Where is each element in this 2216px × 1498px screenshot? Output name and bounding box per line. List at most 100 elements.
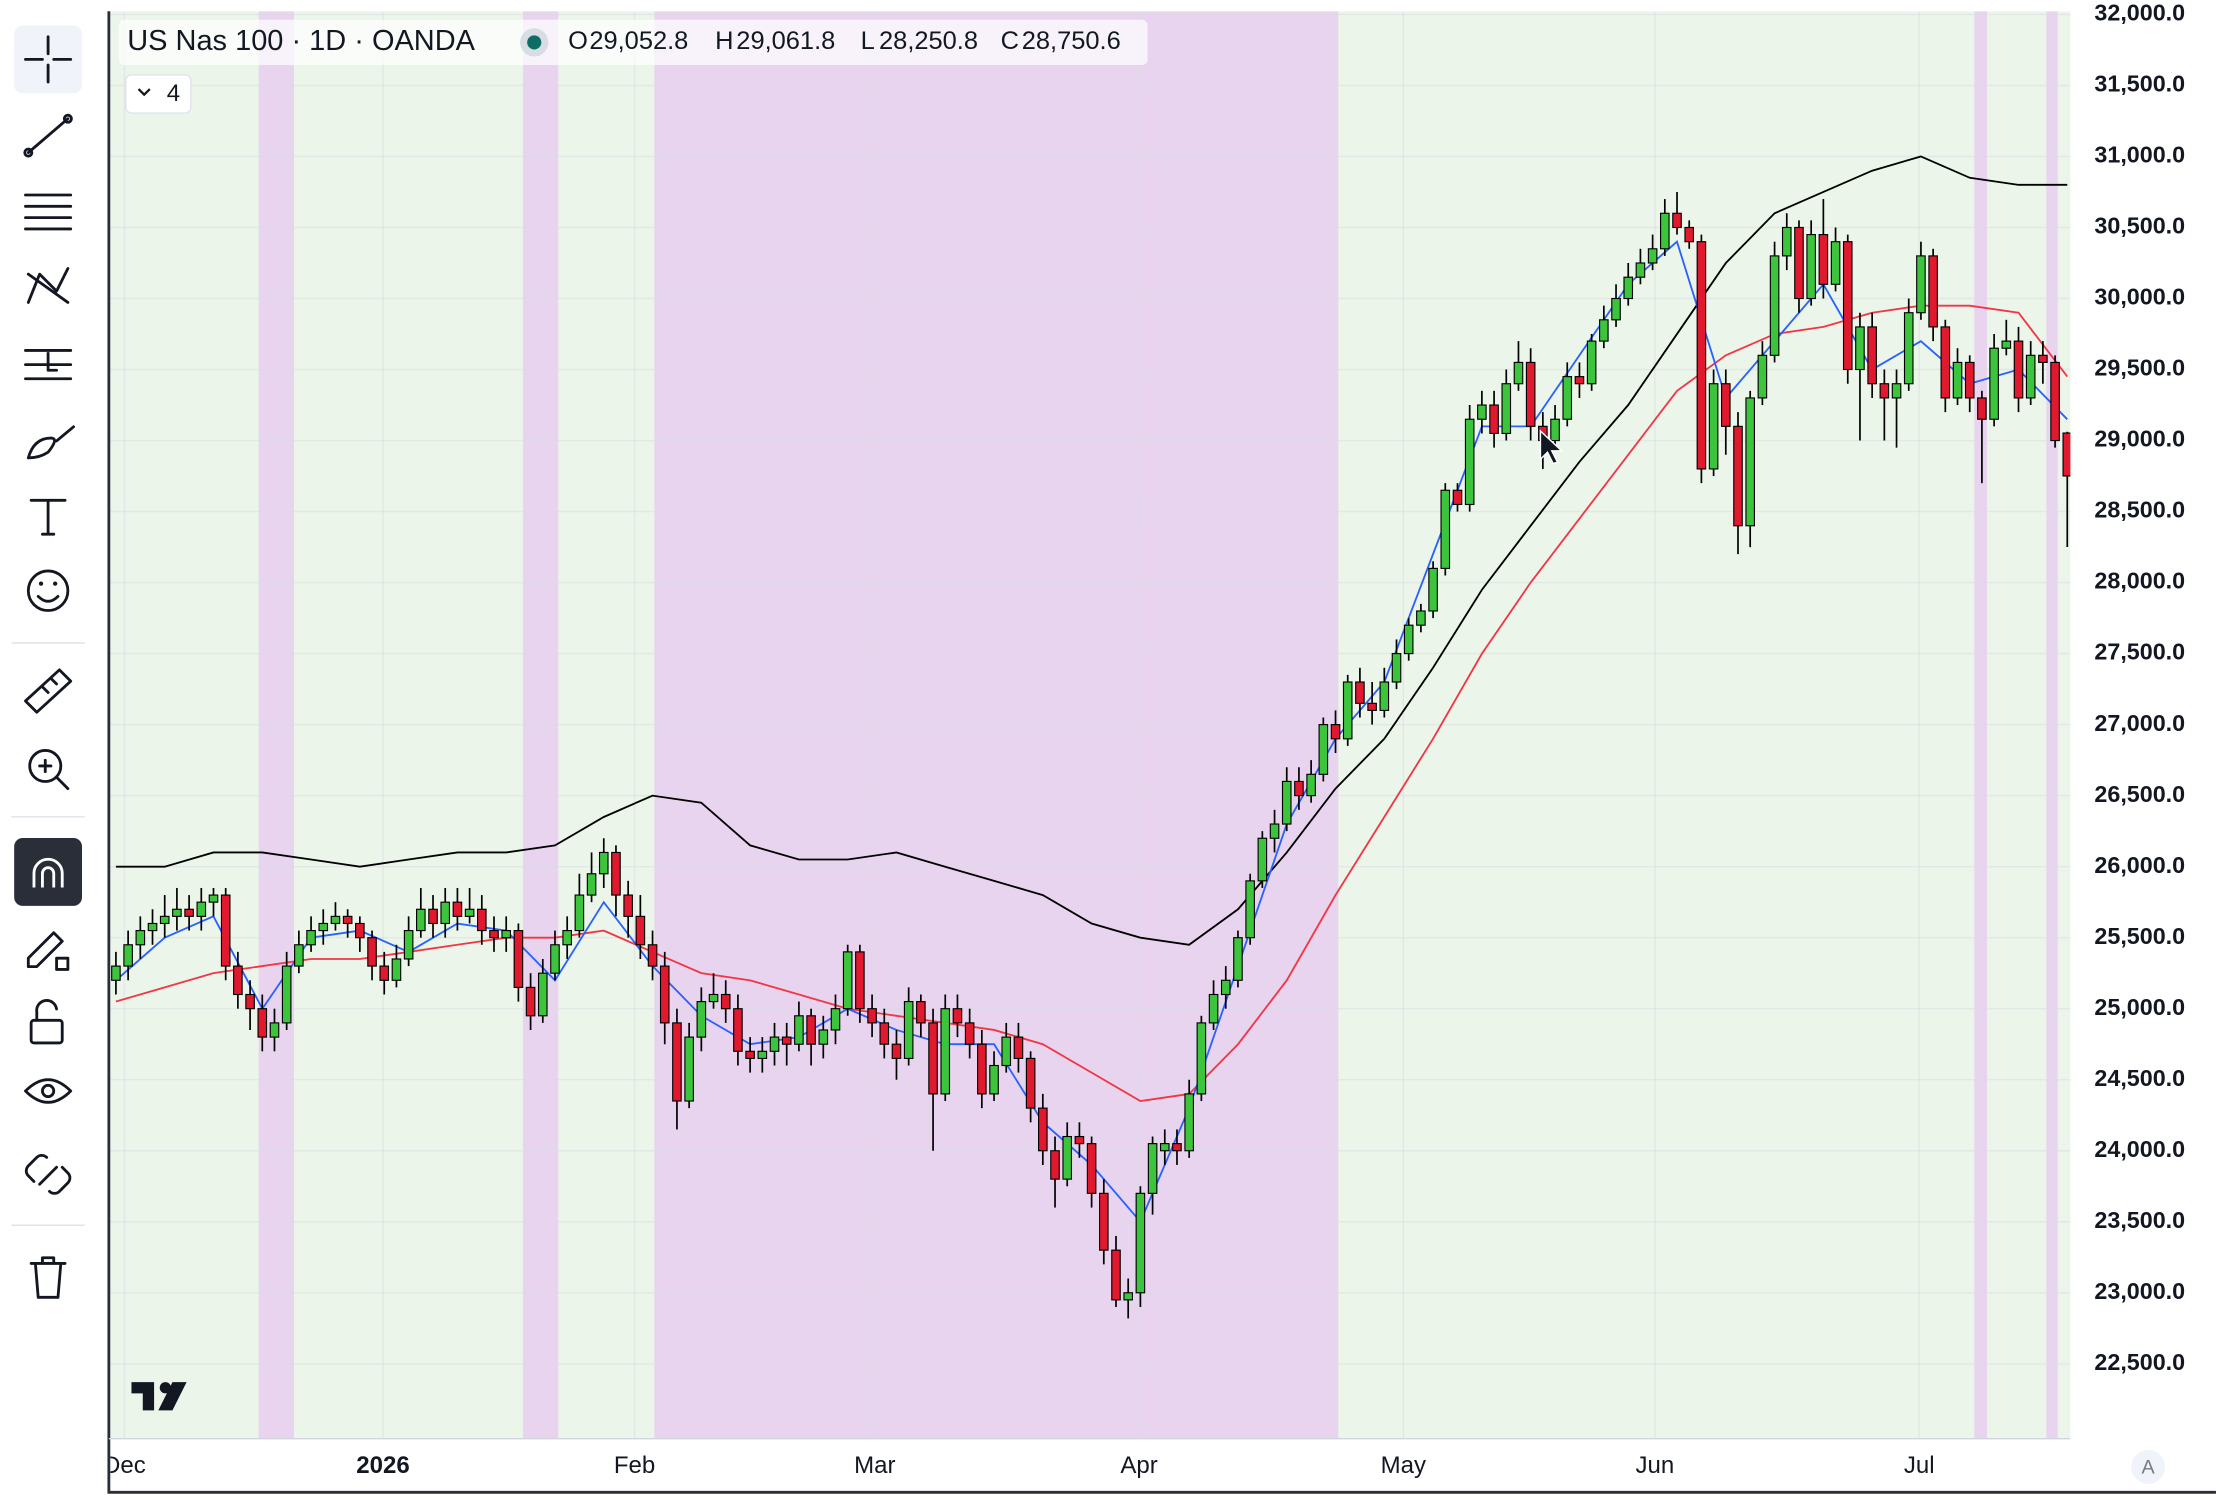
candle-body [1111,1249,1121,1301]
candle-body [562,930,572,946]
candle-body [1208,993,1219,1024]
candle-body [1562,376,1573,420]
candle-body [879,1022,890,1045]
tool-delete[interactable] [29,1256,67,1299]
tool-zoom[interactable] [28,749,63,783]
candle-body [208,894,219,903]
candle-body [403,930,414,960]
tool-emoji[interactable] [26,569,70,612]
candle-body [2038,354,2048,363]
tool-crosshair[interactable] [14,25,83,94]
indicators-toggle[interactable] [125,74,192,114]
candle-body [733,1008,743,1052]
x-tick-label: Jul [1904,1452,1935,1479]
candle-body [769,1036,780,1052]
tool-text[interactable] [29,498,67,536]
candle-body [1818,234,1829,285]
candle-body [1855,326,1865,371]
candle-body [1306,773,1316,797]
candle-body [1440,489,1451,569]
auto-scale-button[interactable] [2131,1449,2166,1484]
candle-body [1367,702,1377,711]
plot [111,155,2071,1319]
price-axis: 22,500.0 23,000.0 23,500.0 24,000.0 24,500.0… [2094,0,2185,1375]
candle-body [1123,1292,1133,1301]
tool-ruler[interactable] [24,668,73,714]
candle-body [2062,432,2071,477]
candle-body [1708,383,1719,470]
candle-body [708,993,719,1003]
candle-body [1867,326,1877,385]
candle-body [1806,234,1816,300]
candle-body [220,894,231,967]
candle-body [1501,383,1512,435]
candle-body [245,993,255,1010]
y-tick-label: 25,000.0 [2094,994,2185,1020]
candle-body [1586,340,1597,385]
icon [24,35,73,84]
low-value: 28,250.8 [879,27,978,55]
tool-pattern[interactable] [26,267,70,304]
x-tick-label: 2026 [356,1452,409,1479]
candle-body [1830,241,1841,285]
tool-link[interactable] [24,1154,72,1195]
candle-body [330,915,341,925]
candle-body [2025,354,2036,399]
candle-body [452,901,463,917]
candle-body [111,965,121,981]
candle-body [416,908,426,932]
x-tick-label: Dec [103,1452,146,1479]
candle-body [1940,326,1951,399]
low-label: L [861,27,875,55]
candle-body [1464,418,1475,506]
candle-body [306,930,316,946]
logo-dot [159,1382,172,1394]
tool-lock[interactable] [29,1018,64,1045]
y-tick-label: 24,500.0 [2094,1065,2185,1091]
candle-body [1489,404,1499,435]
candle-body [1086,1143,1097,1194]
tool-hide[interactable] [24,1078,73,1104]
symbol-title[interactable]: US Nas 100 · 1D · OANDA [127,25,475,57]
x-tick-label: May [1381,1452,1426,1479]
candle-body [1318,724,1329,775]
candle-body [147,922,158,932]
tool-projection[interactable] [24,349,73,381]
candle-body [1903,312,1914,385]
x-tick-label: Jun [1636,1452,1675,1479]
candle-body [1184,1093,1194,1152]
candle-body [1745,397,1755,527]
tool-magnet[interactable] [14,838,83,906]
open-value: 29,052.8 [589,27,688,55]
candle-body [1916,255,1926,314]
candle-body [196,901,207,917]
y-tick-label: 31,500.0 [2094,71,2185,97]
tool-fib[interactable] [24,193,73,231]
x-tick-label: Feb [614,1452,655,1479]
candle-body [1720,383,1731,427]
y-tick-label: 28,500.0 [2094,497,2185,523]
y-tick-label: 23,000.0 [2094,1278,2185,1304]
candle-body [574,894,585,932]
candle-body [513,930,524,988]
candle-body [379,965,390,981]
tool-lock-drawing[interactable] [26,931,70,971]
tool-trendline[interactable] [26,117,70,155]
y-tick-label: 24,000.0 [2094,1136,2185,1162]
indicators-count: 4 [167,80,180,107]
candle-body [928,1022,938,1095]
x-tick-label: Mar [854,1452,895,1479]
candle-body [1696,241,1707,470]
tool-brush[interactable] [26,425,75,460]
y-tick-label: 29,000.0 [2094,426,2185,452]
candle-body [1733,425,1743,527]
candle-body [672,1022,682,1102]
y-tick-label: 25,500.0 [2094,923,2185,949]
candle-body [1025,1057,1036,1109]
high-value: 29,061.8 [736,27,835,55]
candle-body [806,1015,816,1045]
candle-body [1050,1150,1060,1180]
candle-body [598,851,609,875]
candle-body [1513,361,1524,385]
logo[interactable] [131,1382,187,1411]
